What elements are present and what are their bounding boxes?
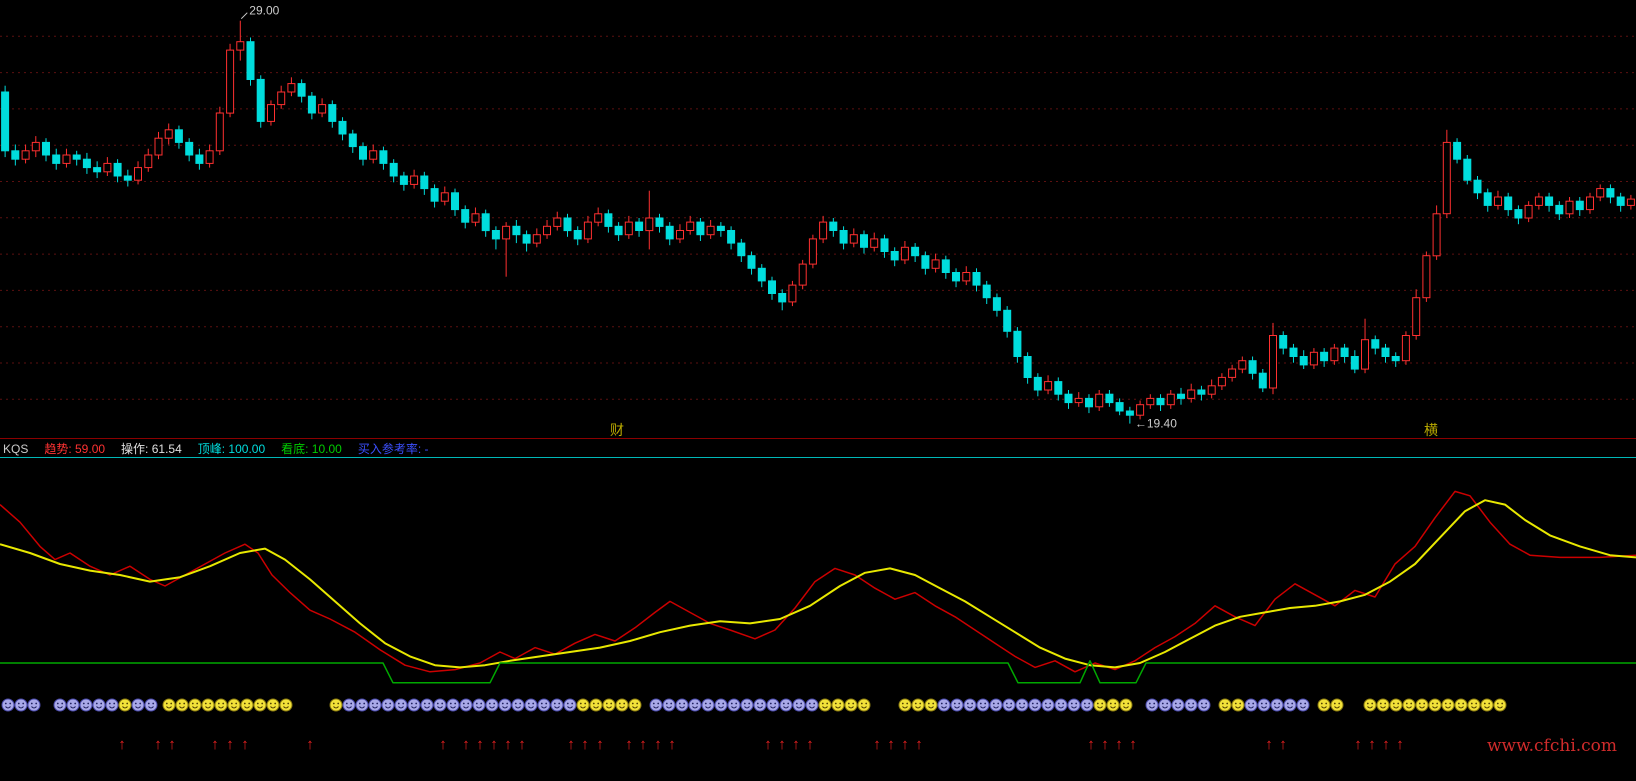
svg-text:↑: ↑ [211,736,219,753]
svg-text:↑: ↑ [625,736,633,753]
svg-text:↑: ↑ [873,736,881,753]
indicator-field-2: 顶峰: 100.00 [197,442,266,456]
price-label-low: ←19.40 [1135,417,1177,431]
svg-text:↑: ↑ [1354,736,1362,753]
indicator-frame-line [0,457,1636,458]
svg-text:↑: ↑ [518,736,526,753]
svg-text:↑: ↑ [1101,736,1109,753]
signal-face-icons [1,698,1507,712]
indicator-field-3: 看底: 10.00 [281,442,342,456]
svg-text:↑: ↑ [1368,736,1376,753]
svg-text:↑: ↑ [639,736,647,753]
svg-text:↑: ↑ [241,736,249,753]
svg-text:↑: ↑ [504,736,512,753]
svg-text:↑: ↑ [764,736,772,753]
indicator-name: KQS [3,442,29,456]
indicator-header: KQS 趋势: 59.00 操作: 61.54 顶峰: 100.00 看底: 1… [3,441,429,457]
buy-signal-arrows: ↑ ↑ ↑ ↑ ↑ ↑ ↑ ↑ ↑ ↑ ↑ ↑ ↑ ↑ ↑ ↑ ↑ ↑ ↑ ↑ ↑ ↑ ↑ ↑ ↑ ↑ ↑ ↑ ↑ ↑ ↑ ↑ ↑ ↑ ↑ ↑ ↑ ↑ [118,736,1404,753]
svg-text:↑: ↑ [1279,736,1287,753]
indicator-field-4: 买入参考率: - [357,442,429,456]
svg-text:↑: ↑ [462,736,470,753]
svg-text:↑: ↑ [490,736,498,753]
series-line-operate [0,499,1636,669]
svg-text:↑: ↑ [887,736,895,753]
svg-text:↑: ↑ [792,736,800,753]
svg-text:↑: ↑ [567,736,575,753]
svg-text:↑: ↑ [154,736,162,753]
svg-text:↑: ↑ [476,736,484,753]
price-label-high: 29.00 [249,4,279,18]
svg-text:↑: ↑ [901,736,909,753]
svg-text:↑: ↑ [915,736,923,753]
indicator-chart: ↑ ↑ ↑ ↑ ↑ ↑ ↑ ↑ ↑ ↑ ↑ ↑ ↑ ↑ ↑ ↑ ↑ ↑ ↑ ↑ ↑ ↑ ↑ ↑ ↑ ↑ ↑ ↑ ↑ ↑ ↑ ↑ ↑ ↑ ↑ ↑ ↑ ↑ [0,490,1636,753]
svg-text:↑: ↑ [654,736,662,753]
svg-text:↑: ↑ [1115,736,1123,753]
indicator-field-0: 趋势: 59.00 [44,442,106,456]
watermark-cn-center: 财 [610,422,624,438]
svg-text:↑: ↑ [1396,736,1404,753]
svg-text:↑: ↑ [118,736,126,753]
svg-text:↑: ↑ [1129,736,1137,753]
svg-text:↑: ↑ [1087,736,1095,753]
grid-lines [0,35,1636,400]
svg-text:↑: ↑ [226,736,234,753]
indicator-field-1: 操作: 61.54 [121,442,182,456]
svg-text:↑: ↑ [1382,736,1390,753]
svg-text:↑: ↑ [439,736,447,753]
panel-separator [0,438,1636,439]
site-watermark: www.cfchi.com [1487,736,1618,756]
svg-text:↑: ↑ [1265,736,1273,753]
svg-text:↑: ↑ [806,736,814,753]
svg-text:↑: ↑ [306,736,314,753]
series-line-bottom [0,660,1636,684]
candlestick-chart: 29.00 ←19.40 [0,4,1636,431]
svg-text:↑: ↑ [581,736,589,753]
candles [1,20,1635,424]
svg-text:↑: ↑ [668,736,676,753]
svg-text:↑: ↑ [596,736,604,753]
svg-text:↑: ↑ [168,736,176,753]
series-line-trend [0,490,1636,673]
watermark-cn-right: 横 [1424,422,1438,438]
svg-text:↑: ↑ [778,736,786,753]
